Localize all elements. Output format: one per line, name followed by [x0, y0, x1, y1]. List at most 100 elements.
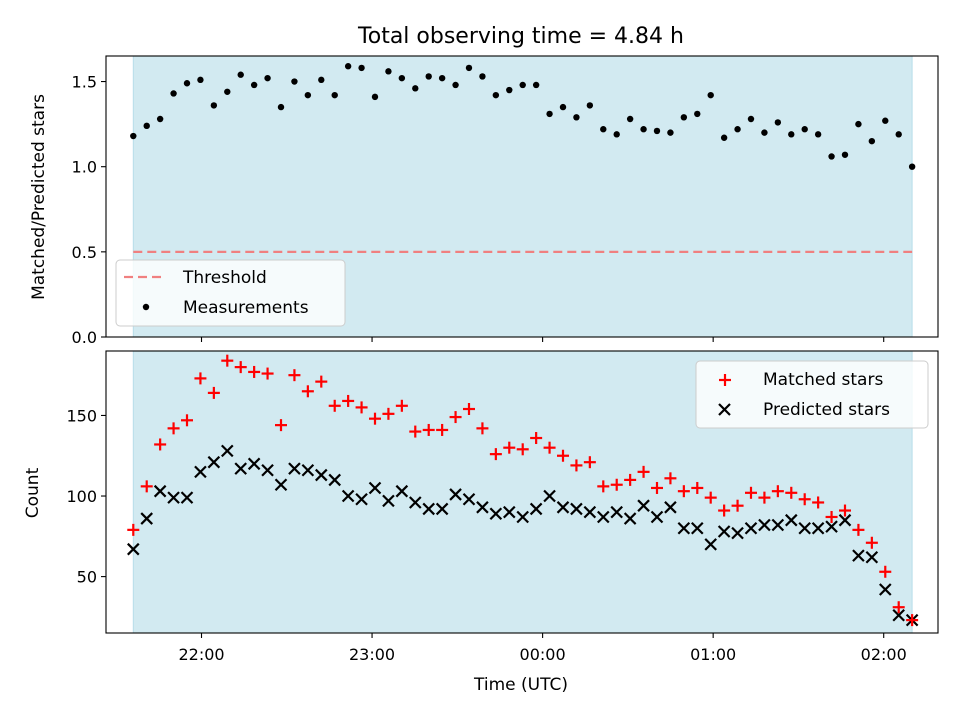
measurement-point [814, 131, 822, 138]
measurement-point [371, 93, 379, 101]
matched-star-point [409, 425, 422, 438]
predicted-star-point [892, 608, 905, 622]
y-tick-label: 0.0 [72, 328, 97, 347]
measurement-point [747, 115, 755, 123]
predicted-star-point [382, 494, 395, 508]
matched-star-point [570, 459, 583, 472]
predicted-star-point [637, 499, 650, 512]
predicted-star-point [449, 488, 462, 501]
matched-star-point [315, 375, 328, 388]
predicted-marker-stroke [422, 502, 435, 516]
measurement-point [855, 120, 862, 128]
measurement-point [532, 81, 540, 89]
matched-star-point [207, 386, 220, 399]
matched-star-point [691, 481, 704, 494]
predicted-marker-stroke [758, 518, 771, 532]
predicted-star-point [758, 518, 771, 532]
chart-title: Total observing time = 4.84 h [357, 24, 684, 49]
measurement-point [694, 110, 701, 118]
predicted-marker-stroke [717, 525, 731, 538]
legend-measurements-label: Measurements [183, 298, 309, 318]
predicted-marker-stroke [409, 496, 422, 509]
matched-star-point [140, 480, 153, 493]
predicted-star-point [247, 457, 261, 471]
predicted-marker-stroke [127, 542, 140, 556]
predicted-star-point [865, 550, 879, 564]
matched-star-point [879, 565, 892, 578]
measurement-point [237, 71, 244, 78]
matched-star-point [731, 499, 744, 512]
predicted-marker-stroke [771, 518, 785, 532]
predicted-marker-stroke [476, 501, 489, 514]
y-tick-label: 0.5 [72, 243, 97, 262]
predicted-star-point [529, 502, 543, 516]
legend-threshold-label: Threshold [182, 268, 267, 288]
bottom-legend: Matched stars Predicted stars [695, 360, 929, 429]
predicted-star-point [583, 505, 597, 519]
measurement-point [210, 102, 218, 109]
matched-star-point [288, 369, 301, 382]
measurement-point [492, 91, 500, 99]
predicted-marker-stroke [221, 444, 234, 458]
matched-star-point [785, 486, 798, 499]
predicted-marker-stroke [301, 463, 315, 477]
predicted-marker-stroke [529, 502, 543, 516]
measurement-point [707, 91, 714, 99]
top-legend: Threshold Measurements [115, 259, 346, 327]
measurement-point [573, 114, 580, 121]
measurement-point [613, 131, 620, 138]
measurement-point [667, 129, 674, 136]
predicted-marker-stroke [207, 455, 221, 469]
measurement-point [130, 132, 137, 140]
predicted-marker-stroke [892, 608, 905, 622]
measurement-point [398, 74, 406, 82]
predicted-marker-stroke [449, 488, 462, 501]
measurement-point [586, 102, 594, 109]
predicted-star-point [395, 484, 409, 498]
top-plot-frame [105, 55, 939, 338]
predicted-star-point [409, 496, 422, 509]
predicted-star-point [516, 510, 529, 524]
measurement-point [385, 68, 392, 75]
predicted-marker-stroke [637, 499, 650, 512]
predicted-marker-stroke [435, 502, 449, 516]
predicted-marker-stroke [785, 513, 798, 527]
predicted-marker-stroke [315, 468, 328, 482]
matched-star-point [476, 422, 489, 435]
predicted-marker-stroke [543, 489, 556, 503]
matched-star-point [812, 496, 825, 509]
predicted-marker-stroke [153, 484, 167, 498]
predicted-marker-stroke [583, 505, 597, 519]
predicted-marker-stroke [180, 491, 194, 504]
measurement-point [438, 74, 446, 82]
predicted-star-point [731, 526, 744, 540]
matched-star-point [248, 365, 261, 378]
x-tick-label: 02:00 [861, 645, 907, 664]
top-panel: 0.0 0.5 1.0 1.5 Threshold Measurements [72, 55, 939, 347]
predicted-star-point [597, 510, 610, 524]
measurement-point [318, 76, 325, 84]
matched-star-point [234, 361, 247, 374]
predicted-marker-stroke [355, 492, 368, 506]
predicted-star-point [489, 507, 503, 521]
predicted-star-point [825, 520, 838, 533]
measurement-point [425, 73, 432, 80]
predicted-star-point [785, 513, 798, 527]
matched-star-point [771, 485, 784, 498]
measurement-point [559, 103, 567, 111]
predicted-star-point [462, 492, 476, 506]
measurement-point [304, 91, 312, 99]
x-tick-label: 01:00 [690, 645, 736, 664]
measurement-point [465, 64, 473, 72]
matched-star-point [664, 472, 677, 485]
predicted-marker-stroke [489, 507, 503, 521]
measurement-point [331, 91, 338, 99]
predicted-star-point [543, 489, 556, 503]
predicted-star-point [677, 521, 691, 535]
predicted-marker-stroke [623, 512, 637, 525]
measurement-point [224, 88, 231, 95]
measurement-point [170, 90, 177, 97]
predicted-star-point [140, 512, 153, 525]
measurement-point [828, 153, 835, 160]
measurement-point [600, 126, 607, 133]
